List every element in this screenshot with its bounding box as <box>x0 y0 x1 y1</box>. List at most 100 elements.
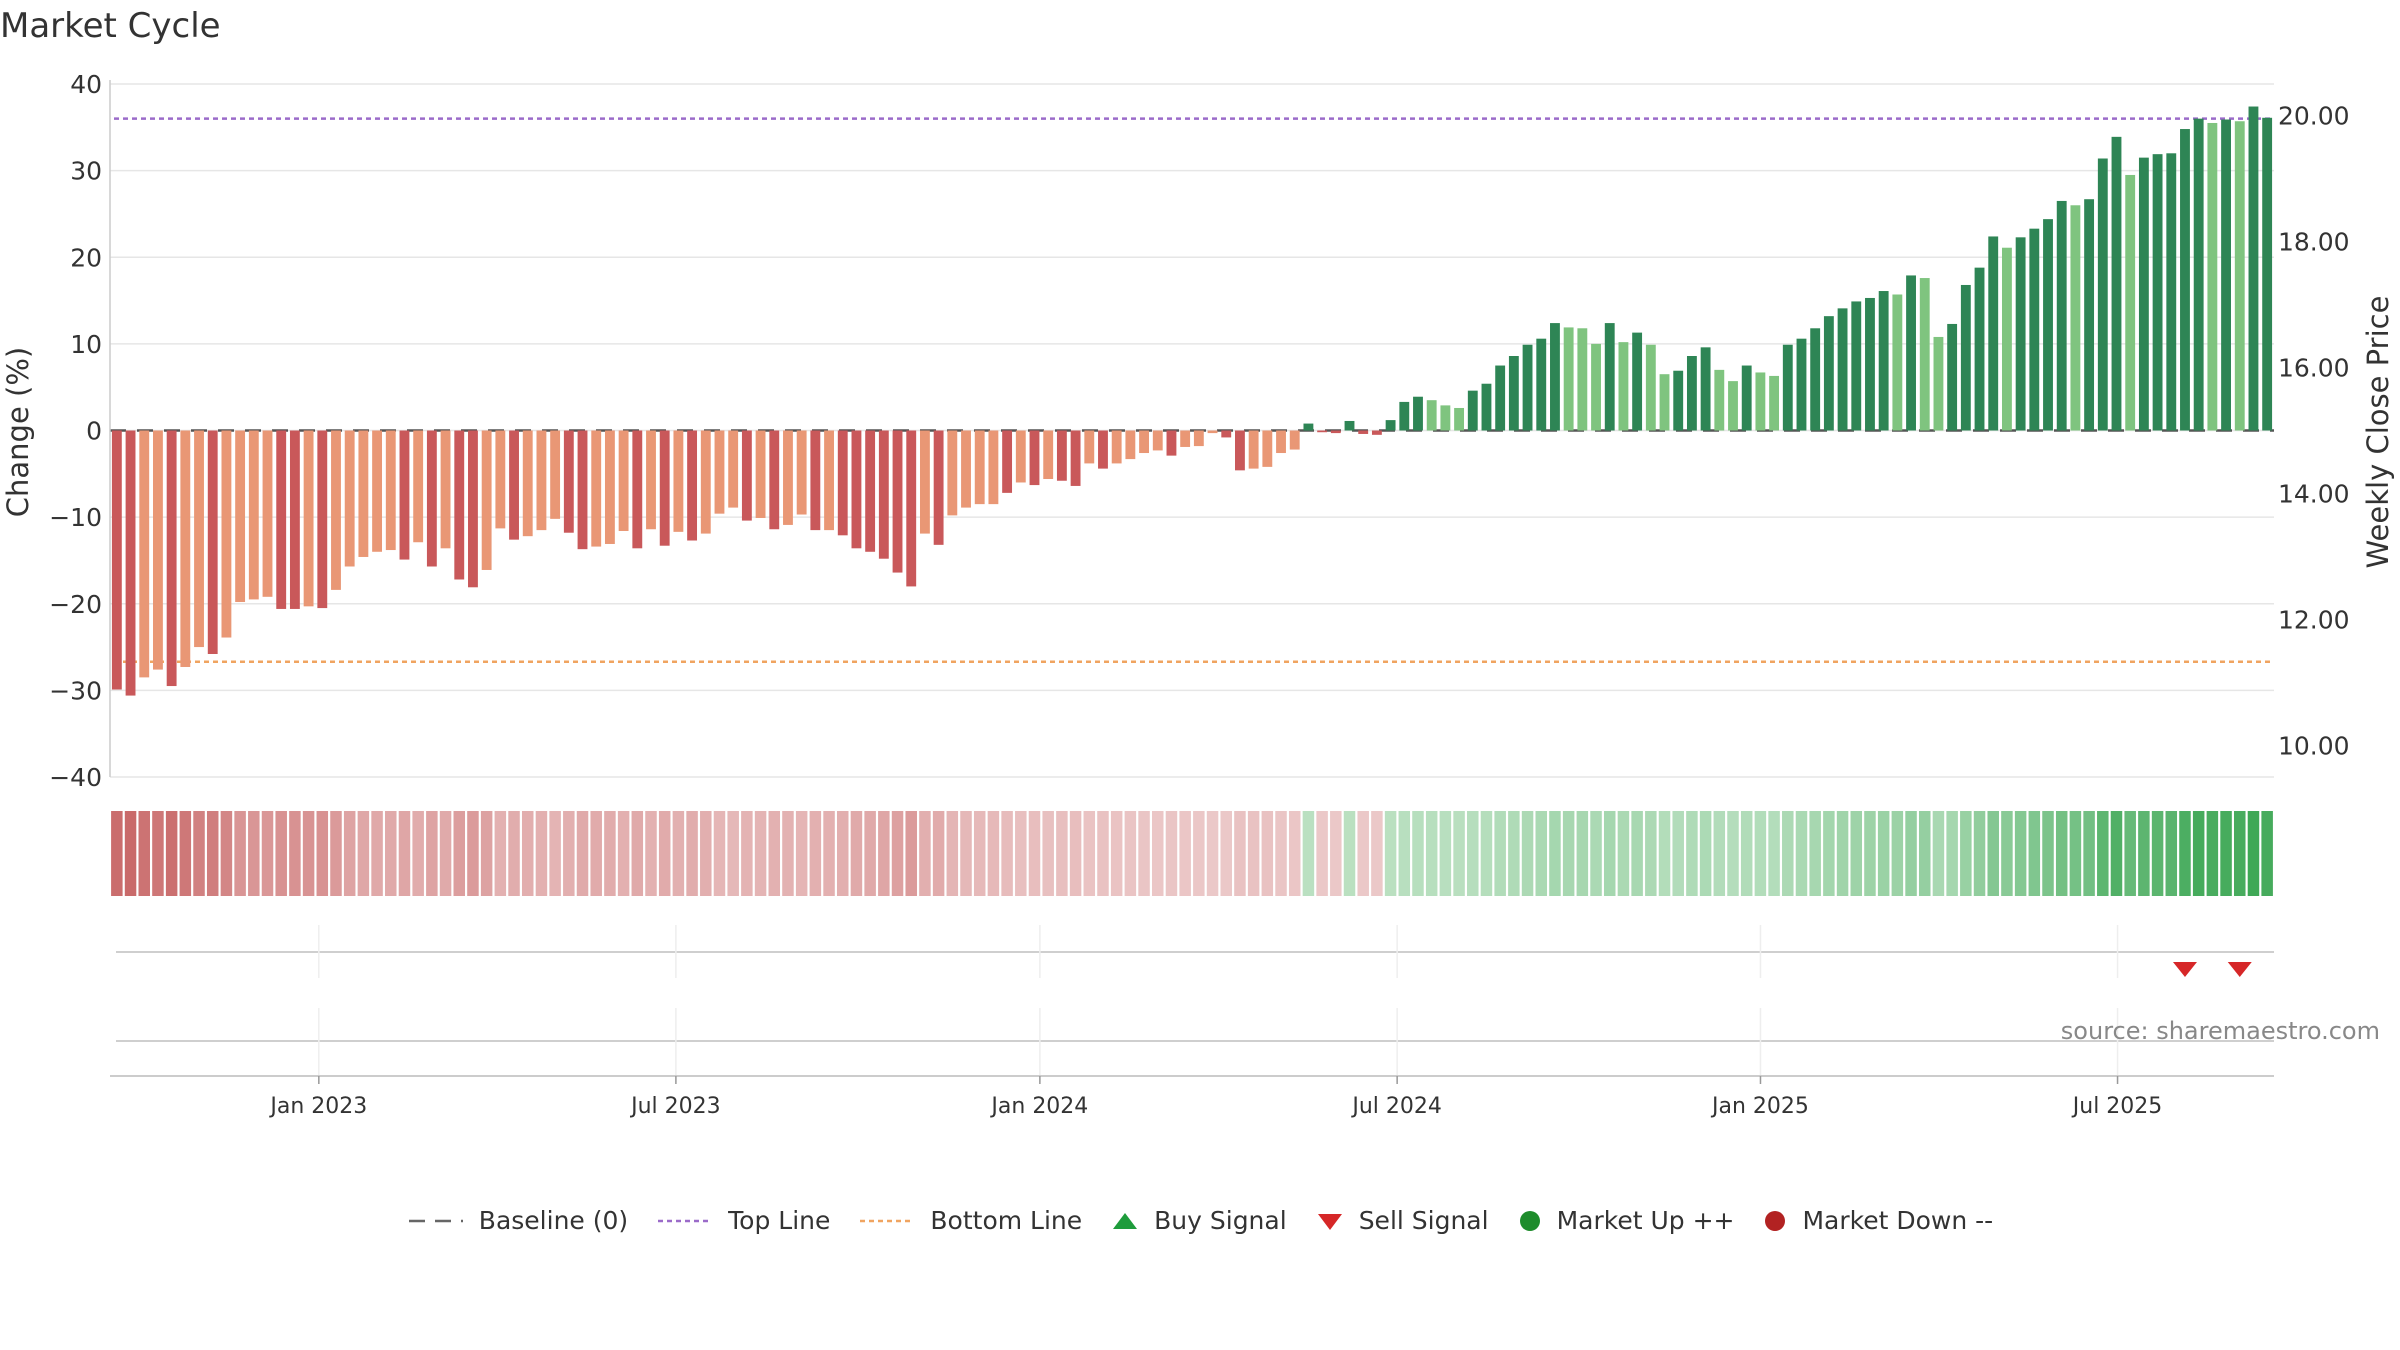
heat-cell <box>152 811 164 896</box>
heat-cell <box>371 811 383 896</box>
change-bar <box>851 430 862 549</box>
change-bar <box>1070 430 1081 486</box>
heat-cell <box>2124 811 2136 896</box>
change-bar <box>1851 301 1862 431</box>
change-bar <box>221 430 232 638</box>
change-bar <box>810 430 821 531</box>
heat-cell <box>1371 811 1383 896</box>
buy-triangle-icon <box>1110 1210 1140 1232</box>
change-bar <box>1193 430 1204 447</box>
change-bar <box>2111 136 2122 431</box>
change-bar <box>1399 401 1410 431</box>
heat-cell <box>2028 811 2041 896</box>
signal-panels <box>116 925 2274 1082</box>
change-bar <box>2248 106 2259 431</box>
change-bar <box>1906 275 1916 431</box>
change-bar <box>1960 284 1971 431</box>
heat-cell <box>248 811 260 896</box>
change-bar <box>906 430 917 587</box>
change-bar <box>1686 356 1697 431</box>
heat-cell <box>1124 811 1137 896</box>
sell-signal-marker <box>2172 962 2197 977</box>
change-bar <box>1714 369 1725 431</box>
heat-cell <box>1918 811 1931 896</box>
change-bar <box>1563 327 1574 431</box>
heat-cell <box>850 811 863 896</box>
heat-cell <box>1549 811 1561 896</box>
heat-cell <box>124 811 137 896</box>
heat-cell <box>672 811 685 896</box>
heat-cell <box>2165 811 2178 896</box>
x-tick-label: Jul 2025 <box>2071 1094 2163 1119</box>
change-bar <box>2221 119 2231 431</box>
change-bar <box>961 430 971 508</box>
change-bar <box>1413 396 1423 431</box>
change-bar <box>1618 342 1629 431</box>
y-tick-label: 30 <box>70 157 102 186</box>
heat-cell <box>631 811 644 896</box>
change-bar <box>1755 372 1766 431</box>
legend-sell-signal[interactable]: Sell Signal <box>1315 1206 1489 1235</box>
y-tick-label: −30 <box>49 676 102 705</box>
heat-cell <box>1152 811 1164 896</box>
change-bar <box>1837 308 1848 431</box>
change-bar <box>2084 199 2095 431</box>
change-bar <box>522 430 533 537</box>
legend-market-up[interactable]: Market Up ++ <box>1517 1206 1734 1235</box>
change-bar <box>2138 157 2149 431</box>
heat-cell <box>1343 811 1356 896</box>
change-bars <box>111 106 2273 696</box>
heat-cell <box>1138 811 1150 896</box>
change-bar <box>2125 174 2136 431</box>
legend-bottom-line[interactable]: Bottom Line <box>858 1206 1082 1235</box>
y-axis-label: Change (%) <box>1 347 35 517</box>
heat-cell <box>1165 811 1178 896</box>
change-bar <box>111 430 122 690</box>
change-bar <box>1796 338 1807 431</box>
change-bar <box>892 430 903 573</box>
heat-cell <box>1275 811 1287 896</box>
heat-cell <box>1467 811 1479 896</box>
heat-cell <box>1302 811 1315 896</box>
heat-cell <box>686 811 698 896</box>
legend-market-down[interactable]: Market Down -- <box>1762 1206 1993 1235</box>
change-bar <box>331 430 341 590</box>
grid-layer <box>110 83 2274 778</box>
heat-cell <box>316 811 329 896</box>
heat-cell <box>330 811 342 896</box>
heat-cell <box>1247 811 1260 896</box>
heat-cell <box>987 811 1000 896</box>
heat-cell <box>494 811 507 896</box>
change-bar <box>1371 430 1382 435</box>
change-bar <box>687 430 698 541</box>
heat-cell <box>1590 811 1602 896</box>
heat-cell <box>1562 811 1575 896</box>
heat-cell <box>1891 811 1904 896</box>
heat-cell <box>2151 811 2164 896</box>
legend-baseline[interactable]: Baseline (0) <box>407 1206 628 1235</box>
heat-cell <box>1083 811 1096 896</box>
legend: Baseline (0) Top Line Bottom Line Buy Si… <box>0 1206 2400 1235</box>
change-bar <box>1536 338 1547 431</box>
y-tick-label: 40 <box>70 70 102 99</box>
heat-cell <box>398 811 411 896</box>
change-bar <box>988 430 999 505</box>
change-bar <box>1878 291 1889 431</box>
change-bar <box>646 430 656 530</box>
legend-buy-signal[interactable]: Buy Signal <box>1110 1206 1287 1235</box>
top-line-swatch <box>656 1216 714 1226</box>
change-bar <box>166 430 177 687</box>
change-bar <box>1098 430 1108 469</box>
change-bar <box>481 430 492 570</box>
heat-cell <box>658 811 671 896</box>
change-bar <box>1358 430 1369 434</box>
legend-top-line[interactable]: Top Line <box>656 1206 830 1235</box>
change-bar <box>207 430 218 654</box>
heat-cell <box>1877 811 1890 896</box>
heat-cell <box>385 811 397 896</box>
change-bar <box>440 430 451 549</box>
change-bar <box>604 430 615 544</box>
change-bar <box>1002 430 1013 493</box>
heat-cell <box>1603 811 1616 896</box>
